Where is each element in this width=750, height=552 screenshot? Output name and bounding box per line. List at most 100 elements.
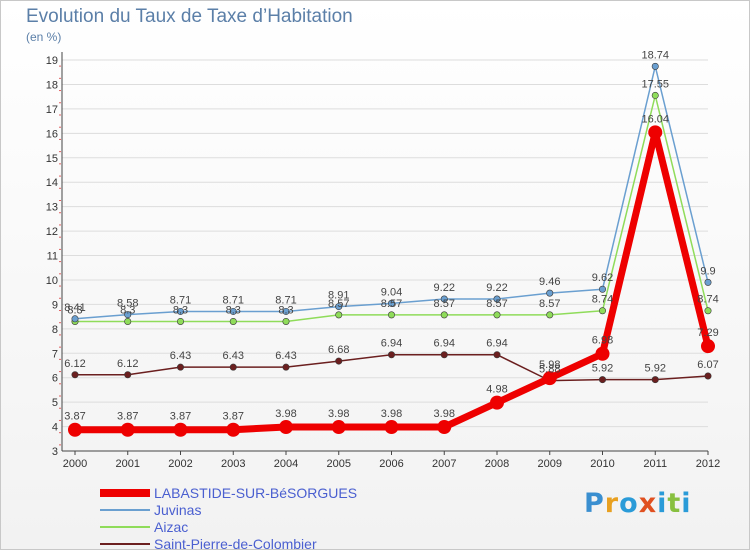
legend-label: Juvinas: [154, 501, 202, 518]
y-tick-label: 13: [46, 202, 58, 214]
data-label: 6.68: [328, 344, 349, 356]
data-point: [226, 422, 241, 437]
data-label: 8.57: [539, 298, 560, 310]
data-point: [384, 420, 399, 435]
data-label: 8.3: [278, 304, 293, 316]
data-label: 8.71: [170, 294, 191, 306]
data-point: [490, 395, 504, 410]
x-tick-label: 2005: [327, 458, 351, 470]
data-point: [440, 295, 448, 303]
data-point: [282, 307, 290, 315]
x-tick-label: 2010: [590, 458, 614, 470]
data-label: 5.98: [539, 359, 560, 371]
data-point: [598, 376, 606, 384]
data-label: 9.22: [434, 282, 455, 294]
data-labels: 6.12 6.12 6.43 6.43 6.43 6.68 6.94 6.94 6.94 5.88…: [64, 49, 718, 422]
y-tick-label: 11: [47, 251, 58, 263]
y-tick-label: 8: [52, 324, 58, 336]
y-tick-label: 17: [46, 104, 58, 116]
data-label: 6.94: [486, 338, 507, 350]
data-point: [335, 311, 343, 319]
data-point: [124, 317, 132, 325]
data-label: 3.98: [275, 408, 296, 420]
y-tick-label: 18: [46, 79, 58, 91]
data-point: [335, 303, 343, 311]
data-label: 3.87: [117, 411, 138, 423]
data-label: 9.04: [381, 286, 402, 298]
data-point: [704, 307, 712, 315]
x-tick-label: 2004: [274, 458, 298, 470]
legend-label: LABASTIDE-SUR-BéSORGUES: [154, 484, 358, 501]
data-point: [595, 346, 610, 361]
data-point: [71, 371, 79, 379]
data-point: [177, 317, 185, 325]
data-point: [387, 299, 395, 307]
logo-letter: r: [604, 488, 620, 519]
x-tick-label: 2006: [379, 458, 403, 470]
series-layer: [68, 62, 715, 437]
data-point: [335, 357, 343, 365]
data-point: [229, 317, 237, 325]
data-label: 8.3: [173, 304, 188, 316]
data-label: 3.98: [381, 408, 402, 420]
data-point: [598, 285, 606, 293]
data-point: [124, 311, 132, 319]
data-label: 8.57: [328, 298, 349, 310]
data-point: [173, 422, 188, 437]
data-label: 8.3: [120, 304, 135, 316]
data-point: [493, 311, 501, 319]
legend-swatch: [100, 542, 150, 545]
data-label: 8.58: [117, 298, 138, 310]
data-label: 6.07: [697, 359, 718, 371]
chart-title: Evolution du Taux de Taxe d’Habitation: [26, 6, 353, 27]
logo-letter: i: [681, 488, 692, 519]
y-tick-label: 3: [52, 446, 58, 458]
y-tick-label: 12: [46, 226, 58, 238]
y-tick-label: 15: [46, 153, 58, 165]
x-tick-label: 2012: [696, 458, 720, 470]
legend-item: Juvinas: [100, 501, 357, 518]
data-point: [437, 420, 452, 435]
logo-letter: t: [667, 488, 682, 519]
data-label: 8.74: [697, 294, 718, 306]
x-tick-label: 2001: [116, 458, 140, 470]
x-tick-label: 2000: [63, 458, 87, 470]
data-point: [331, 420, 346, 435]
logo-letter: o: [619, 488, 639, 519]
data-label: 9.9: [700, 265, 715, 277]
data-point: [440, 351, 448, 359]
data-point: [279, 420, 293, 435]
data-point: [71, 315, 79, 323]
legend: LABASTIDE-SUR-BéSORGUES Juvinas Aizac Saint…: [100, 484, 357, 552]
data-point: [387, 351, 395, 359]
data-label: 8.57: [434, 298, 455, 310]
data-point: [493, 351, 501, 359]
x-tick-label: 2011: [643, 458, 667, 470]
data-label: 3.98: [328, 408, 349, 420]
proxiti-logo: Proxiti: [584, 488, 692, 519]
legend-swatch: [100, 488, 150, 497]
data-label: 18.74: [641, 49, 669, 61]
data-label: 6.43: [223, 350, 244, 362]
data-point: [177, 307, 185, 315]
data-label: 8.41: [64, 302, 85, 314]
data-point: [651, 376, 659, 384]
data-label: 6.43: [170, 350, 191, 362]
data-label: 4.98: [486, 384, 507, 396]
data-label: 16.04: [641, 113, 669, 125]
data-point: [282, 363, 290, 371]
line-chart: 3 4 5 6 7 8 9 10 11 12 13 14 15 16 17 18 19 2000 2001 2002 2…: [46, 49, 720, 470]
data-point: [648, 125, 663, 140]
y-tick-label: 14: [46, 177, 58, 189]
data-label: 3.87: [64, 411, 85, 423]
data-label: 5.88: [539, 364, 560, 376]
data-label: 3.98: [434, 408, 455, 420]
data-label: 7.29: [697, 327, 718, 339]
data-label: 8.3: [67, 304, 82, 316]
data-point: [546, 289, 554, 297]
data-point: [598, 307, 606, 315]
data-point: [704, 278, 712, 286]
data-label: 6.94: [381, 338, 402, 350]
data-point: [229, 363, 237, 371]
